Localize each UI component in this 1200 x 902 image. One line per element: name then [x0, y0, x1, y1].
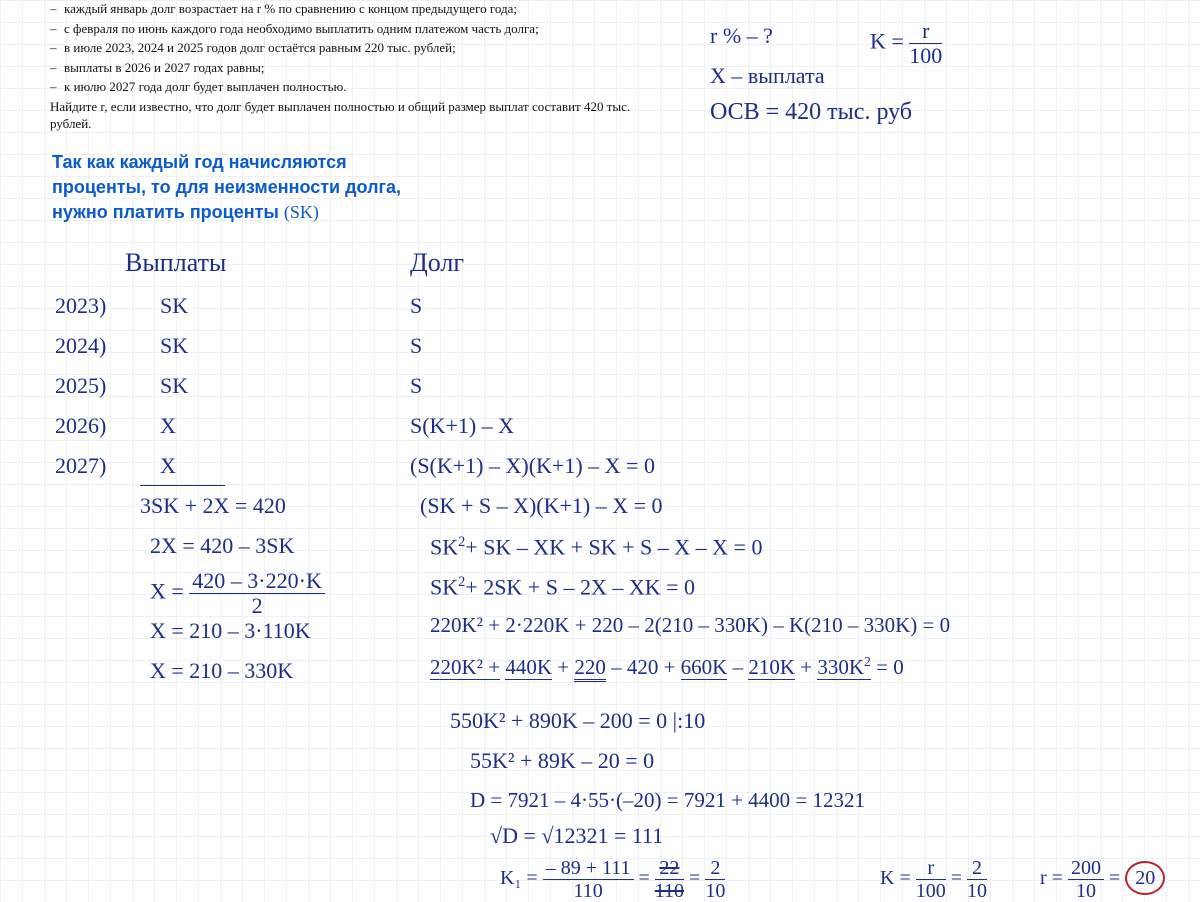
debt-2023: S: [410, 295, 422, 317]
debt-2025: S: [410, 375, 422, 397]
bullet-5: к июлю 2027 года долг будет выплачен пол…: [64, 78, 346, 96]
expand-5: 220K² + 440K + 220 – 420 + 660K – 210K +…: [430, 655, 904, 682]
sum-rule: [140, 485, 225, 486]
blue-note: Так как каждый год начисляются проценты,…: [52, 150, 401, 226]
eq-2x: 2X = 420 – 3SK: [150, 535, 294, 557]
year-2025: 2025): [55, 375, 106, 397]
debt-2024: S: [410, 335, 422, 357]
year-2023: 2023): [55, 295, 106, 317]
discriminant: D = 7921 – 4·55·(–20) = 7921 + 4400 = 12…: [470, 790, 865, 811]
sqrt-d: √D = √12321 = 111: [490, 825, 663, 847]
debt-2026: S(K+1) – X: [410, 415, 514, 437]
answer-circled: 20: [1125, 861, 1165, 895]
blue-sk: (SK): [284, 202, 319, 222]
quad-550: 550K² + 890K – 200 = 0 |:10: [450, 710, 705, 732]
eq-x-frac: X = 420 – 3·220·K2: [150, 570, 325, 617]
task-line: Найдите r, если известно, что долг будет…: [50, 98, 670, 133]
expand-1: (SK + S – X)(K+1) – X = 0: [420, 495, 663, 517]
bullet-3: в июле 2023, 2024 и 2025 годов долг оста…: [64, 39, 456, 57]
expand-3: SK2+ 2SK + S – 2X – XK = 0: [430, 575, 695, 598]
problem-statement: –каждый январь долг возрастает на r % по…: [50, 0, 670, 133]
total-payment: ОСВ = 420 тыс. руб: [710, 100, 912, 124]
pay-2026: X: [160, 415, 176, 437]
eq-x-110: X = 210 – 3·110K: [150, 620, 311, 642]
quad-55: 55K² + 89K – 20 = 0: [470, 750, 654, 772]
bullet-4: выплаты в 2026 и 2027 годах равны;: [64, 59, 265, 77]
k-definition: K = r100: [870, 20, 942, 67]
pay-2027: X: [160, 455, 176, 477]
r-result: r = 20010 = 20: [1040, 858, 1165, 901]
k1-calc: K₁ = – 89 + 111110 = 22110 = 210: [500, 858, 725, 901]
r-question: r % – ?: [710, 25, 773, 47]
k-final: K = r100 = 210: [880, 858, 987, 901]
bullet-2: с февраля по июнь каждого года необходим…: [64, 20, 539, 38]
eq-x-330: X = 210 – 330K: [150, 660, 293, 682]
year-2027: 2027): [55, 455, 106, 477]
header-debt: Долг: [410, 250, 464, 276]
pay-2025: SK: [160, 375, 188, 397]
debt-2027: (S(K+1) – X)(K+1) – X = 0: [410, 455, 655, 477]
blue-line-1: Так как каждый год начисляются: [52, 150, 401, 175]
blue-line-3: нужно платить проценты: [52, 202, 279, 222]
x-definition: X – выплата: [710, 65, 825, 87]
eq-sum: 3SK + 2X = 420: [140, 495, 286, 517]
header-payments: Выплаты: [125, 250, 226, 276]
year-2026: 2026): [55, 415, 106, 437]
pay-2023: SK: [160, 295, 188, 317]
blue-line-2: проценты, то для неизменности долга,: [52, 175, 401, 200]
bullet-1: каждый январь долг возрастает на r % по …: [64, 0, 517, 18]
year-2024: 2024): [55, 335, 106, 357]
expand-2: SK2+ SK – XK + SK + S – X – X = 0: [430, 535, 762, 558]
expand-4: 220K² + 2·220K + 220 – 2(210 – 330K) – K…: [430, 615, 950, 636]
pay-2024: SK: [160, 335, 188, 357]
